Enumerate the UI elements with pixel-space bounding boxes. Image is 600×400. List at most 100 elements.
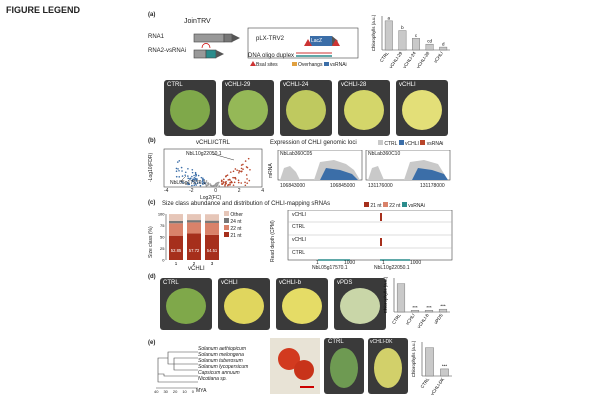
volcano-point [218, 185, 221, 187]
gene2-label: NbL05g17570.1 [170, 180, 206, 186]
bar [396, 283, 406, 313]
panel-c-title: Size class abundance and distribution of… [162, 201, 331, 207]
tick-label: CTRL [419, 376, 430, 389]
bar [425, 43, 434, 51]
expr-title: Expression of CHLI genomic loci [270, 140, 357, 146]
y-tick: 100 [158, 212, 165, 217]
stack-segment [169, 214, 183, 221]
volcano-point [224, 181, 227, 184]
volcano-point [187, 182, 189, 184]
size-class-legend: Other 24 nt 22 nt 21 nt [224, 211, 243, 239]
volcano-point [223, 178, 225, 181]
stack-segment [205, 222, 219, 235]
volcano-point [247, 157, 250, 160]
volcano-point [191, 175, 193, 178]
chart-a: Chlorophylls (a.u.) aCTRLbvCHLI-29cvCHLI-… [371, 14, 450, 69]
volcano-point [220, 180, 223, 183]
rna1-label: RNA1 [148, 34, 165, 40]
volcano-point [175, 175, 178, 178]
chart-ylabel: Chlorophylls (a.u.) [383, 276, 388, 313]
axis-left-end: 106845000 [330, 183, 356, 189]
tick-label: CTRL [391, 312, 402, 325]
gene1-label: NbL10g22050.1 [186, 151, 222, 157]
volcano-point [187, 177, 190, 180]
axis-left-start: 106843000 [280, 183, 306, 189]
volcano-point [202, 177, 204, 180]
stack-segment [187, 214, 201, 221]
volcano-point [229, 179, 231, 181]
volcano-point [196, 182, 199, 185]
bar-annotation: cd [427, 39, 432, 44]
volcano-point [196, 178, 198, 180]
panel-d-label: (d) [148, 274, 156, 280]
bar-annotation: a [388, 15, 391, 20]
volcano-point [233, 181, 236, 184]
volcano-point [207, 182, 209, 184]
volcano-point [195, 180, 198, 182]
volcano-point [210, 184, 212, 187]
volcano-point [221, 183, 224, 185]
volcano-point [224, 184, 226, 187]
leaf-photo-d-vchli-b: vCHLI-b [276, 278, 328, 330]
lacz-label: LacZ [311, 38, 323, 44]
tick-1000a: 1000 [344, 260, 356, 266]
stack-segment [169, 223, 183, 236]
volcano-point [193, 176, 196, 179]
volcano-point [175, 167, 178, 170]
volcano-point [181, 175, 184, 177]
volcano-point [200, 176, 203, 179]
volcano-point [193, 184, 196, 187]
size-class-ylabel: Size class (%) [148, 226, 154, 258]
volcano-point [194, 171, 197, 174]
track-legend: 21 nt 22 nt vsRNAi [364, 202, 425, 209]
stack-value: 52.85 [171, 248, 182, 253]
volcano-point [240, 164, 243, 166]
volcano-point [222, 181, 225, 183]
volcano-point [195, 184, 198, 186]
stack-value: 57.72 [189, 248, 200, 253]
bar [412, 38, 420, 51]
chart-ylabel: Chlorophylls (a.u.) [371, 14, 376, 51]
volcano-point [178, 159, 181, 162]
bar [440, 368, 449, 377]
gene-right-label: NbL10g22050.1 [374, 265, 410, 271]
volcano-point [236, 169, 238, 171]
volcano-point [244, 184, 247, 187]
leaf-photo-d-vchli: vCHLI [218, 278, 270, 330]
volcano-point [184, 171, 187, 174]
expression-tracks [277, 150, 451, 181]
volcano-point [224, 183, 226, 186]
fruit-photo [270, 338, 320, 394]
volcano-point [178, 169, 180, 172]
volcano-point [181, 170, 183, 172]
volcano-point [205, 185, 208, 187]
volcano-point [193, 181, 196, 184]
volcano-point [216, 183, 219, 186]
y-tick: 50 [160, 235, 165, 240]
leaf-row-d: CTRL vCHLI vCHLI-b vPDS [160, 278, 392, 334]
track-4: CTRL [292, 250, 306, 256]
stack-segment [205, 214, 219, 221]
leaf-photo-e-vchli-dk: vCHLI-DK [368, 338, 408, 394]
volcano-point [209, 183, 211, 185]
volcano-point [195, 175, 197, 177]
volcano-point [240, 170, 243, 173]
stack-value: 54.51 [207, 248, 218, 253]
size-class-chart: 0 25 50 75 100 52.85 1 57.72 2 54.51 3 [158, 212, 219, 266]
volcano-point [205, 181, 207, 184]
volcano-ylabel: -Log10(FDR) [148, 152, 154, 182]
volcano-point [205, 180, 208, 182]
bar-annotation: *** [412, 305, 418, 310]
leaf-photo-vchli: vCHLI [396, 80, 448, 136]
volcano-point [240, 182, 243, 184]
volcano-point [191, 180, 194, 183]
volcano-point [248, 179, 251, 182]
y-tick: 0 [162, 258, 165, 263]
bar [398, 30, 407, 51]
volcano-point [197, 174, 200, 177]
volcano-point [176, 161, 179, 163]
track-3: vCHLI [292, 237, 306, 243]
size-class-group: vCHLI [188, 266, 205, 272]
stack-xlabel: 2 [193, 261, 196, 266]
locus-1: NbLab360C05 [280, 151, 313, 157]
